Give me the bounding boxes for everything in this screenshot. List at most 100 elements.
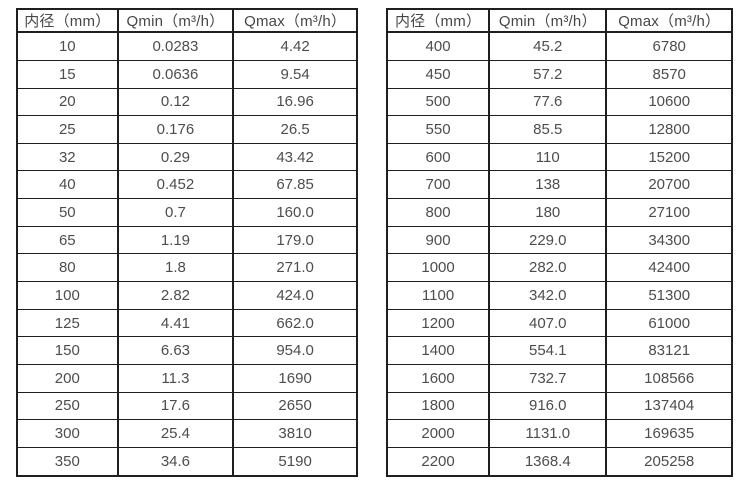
table-row: 40 0.452 67.85	[16, 170, 358, 200]
cell: 160.0	[232, 198, 358, 227]
cell: 100	[16, 281, 119, 310]
cell: 6.63	[116, 336, 235, 365]
table-row: 400 45.2 6780	[385, 31, 733, 61]
table-row: 450 57.2 8570	[385, 59, 733, 89]
table-row: 100 2.82 424.0	[16, 281, 358, 310]
table-row: 150 6.63 954.0	[16, 336, 358, 365]
cell: 4.41	[116, 308, 235, 338]
cell: 43.42	[232, 142, 358, 172]
cell: 1.8	[116, 253, 235, 283]
cell: 300	[16, 419, 119, 448]
cell: 1000	[385, 253, 491, 283]
cell: 250	[16, 391, 119, 421]
column-header: Qmax（m³/h）	[605, 8, 733, 33]
cell: 27100	[605, 198, 733, 227]
cell: 8570	[605, 59, 733, 89]
table-row: 700 138 20700	[385, 170, 733, 200]
cell: 179.0	[232, 225, 358, 255]
cell: 42400	[605, 253, 733, 283]
cell: 180	[488, 198, 608, 227]
cell: 10	[16, 31, 119, 61]
cell: 108566	[605, 363, 733, 393]
cell: 600	[385, 142, 491, 172]
table-row: 65 1.19 179.0	[16, 225, 358, 255]
cell: 67.85	[232, 170, 358, 200]
cell: 2200	[385, 446, 491, 477]
cell: 85.5	[488, 115, 608, 144]
cell: 0.29	[116, 142, 235, 172]
cell: 229.0	[488, 225, 608, 255]
cell: 732.7	[488, 363, 608, 393]
table-row: 900 229.0 34300	[385, 225, 733, 255]
table-row: 25 0.176 26.5	[16, 115, 358, 144]
cell: 1690	[232, 363, 358, 393]
cell: 550	[385, 115, 491, 144]
table-row: 300 25.4 3810	[16, 419, 358, 448]
table-row: 1100 342.0 51300	[385, 281, 733, 310]
cell: 32	[16, 142, 119, 172]
cell: 1200	[385, 308, 491, 338]
cell: 150	[16, 336, 119, 365]
cell: 1.19	[116, 225, 235, 255]
cell: 61000	[605, 308, 733, 338]
cell: 350	[16, 446, 119, 477]
column-header: 内径（mm）	[385, 8, 491, 33]
cell: 40	[16, 170, 119, 200]
table-row: 32 0.29 43.42	[16, 142, 358, 172]
cell: 0.452	[116, 170, 235, 200]
cell: 2.82	[116, 281, 235, 310]
cell: 916.0	[488, 391, 608, 421]
cell: 12800	[605, 115, 733, 144]
table-row: 80 1.8 271.0	[16, 253, 358, 283]
cell: 45.2	[488, 31, 608, 61]
cell: 34.6	[116, 446, 235, 477]
table-row: 350 34.6 5190	[16, 446, 358, 477]
cell: 34300	[605, 225, 733, 255]
cell: 26.5	[232, 115, 358, 144]
cell: 1368.4	[488, 446, 608, 477]
cell: 1800	[385, 391, 491, 421]
cell: 282.0	[488, 253, 608, 283]
table-row: 250 17.6 2650	[16, 391, 358, 421]
table-row: 200 11.3 1690	[16, 363, 358, 393]
cell: 0.176	[116, 115, 235, 144]
cell: 400	[385, 31, 491, 61]
table-row: 550 85.5 12800	[385, 115, 733, 144]
cell: 1600	[385, 363, 491, 393]
cell: 554.1	[488, 336, 608, 365]
cell: 1131.0	[488, 419, 608, 448]
table-row: 600 110 15200	[385, 142, 733, 172]
table-row: 1800 916.0 137404	[385, 391, 733, 421]
table-row: 125 4.41 662.0	[16, 308, 358, 338]
cell: 0.7	[116, 198, 235, 227]
column-header: 内径（mm）	[16, 8, 119, 33]
column-header: Qmin（m³/h）	[488, 8, 608, 33]
cell: 200	[16, 363, 119, 393]
flow-table-small-diameters: 内径（mm） Qmin（m³/h） Qmax（m³/h） 10 0.0283 4.42 15…	[16, 8, 358, 477]
cell: 954.0	[232, 336, 358, 365]
column-header: Qmax（m³/h）	[232, 8, 358, 33]
cell: 50	[16, 198, 119, 227]
table-row: 1000 282.0 42400	[385, 253, 733, 283]
cell: 5190	[232, 446, 358, 477]
cell: 10600	[605, 87, 733, 117]
cell: 450	[385, 59, 491, 89]
cell: 1100	[385, 281, 491, 310]
cell: 407.0	[488, 308, 608, 338]
cell: 0.0636	[116, 59, 235, 89]
cell: 662.0	[232, 308, 358, 338]
table-row: 2200 1368.4 205258	[385, 446, 733, 477]
table-row: 1200 407.0 61000	[385, 308, 733, 338]
cell: 15	[16, 59, 119, 89]
table-row: 50 0.7 160.0	[16, 198, 358, 227]
cell: 9.54	[232, 59, 358, 89]
cell: 1400	[385, 336, 491, 365]
cell: 500	[385, 87, 491, 117]
table-row: 1400 554.1 83121	[385, 336, 733, 365]
cell: 15200	[605, 142, 733, 172]
cell: 51300	[605, 281, 733, 310]
cell: 800	[385, 198, 491, 227]
cell: 2650	[232, 391, 358, 421]
cell: 83121	[605, 336, 733, 365]
cell: 4.42	[232, 31, 358, 61]
